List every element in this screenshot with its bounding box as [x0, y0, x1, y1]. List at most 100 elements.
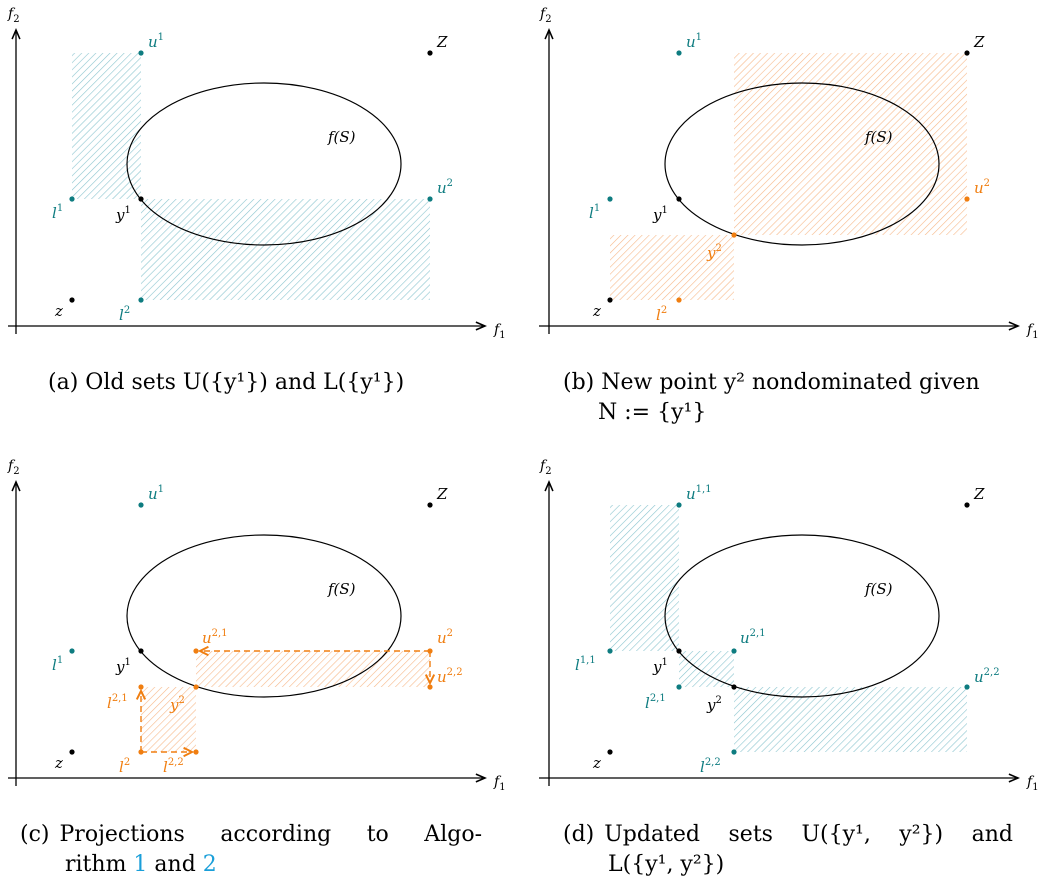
u11-label: u [686, 485, 696, 503]
u1-label: u [686, 33, 696, 51]
l22-label: l [163, 758, 168, 776]
upper-box-u11 [610, 505, 679, 651]
fs-label: f(S) [864, 128, 893, 146]
y1-label: y [652, 206, 662, 224]
point-y1 [676, 196, 682, 202]
svg-text:u1,1: u1,1 [686, 484, 712, 503]
u1-label: u [148, 33, 158, 51]
search-box-upper [734, 53, 967, 235]
y2-label: y [706, 244, 716, 262]
svg-text:l2,1: l2,1 [107, 693, 128, 712]
search-box-lower [610, 235, 734, 300]
u22-label: u [437, 668, 447, 686]
svg-text:u1: u1 [148, 484, 164, 503]
svg-text:u2,2: u2,2 [974, 667, 1000, 686]
svg-text:y2: y2 [169, 695, 185, 714]
u2-label: u [437, 179, 447, 197]
svg-text:u2: u2 [437, 178, 453, 197]
f1-label: f [493, 774, 502, 790]
point-l2 [676, 297, 682, 303]
point-l2 [138, 749, 144, 755]
svg-text:f1: f1 [1026, 774, 1039, 793]
svg-text:u2,1: u2,1 [740, 628, 766, 647]
svg-text:u2,2: u2,2 [437, 667, 463, 686]
point-l1 [69, 648, 75, 654]
y1-label: y [115, 658, 125, 676]
svg-text:l2,2: l2,2 [700, 757, 721, 776]
svg-text:y1: y1 [115, 205, 131, 224]
y1-label: y [115, 206, 125, 224]
svg-text:l1: l1 [52, 655, 63, 674]
image-set-fs [664, 82, 940, 246]
z-label: z [54, 302, 63, 320]
point-l11 [607, 648, 613, 654]
u2-label: u [437, 629, 447, 647]
Z-label: Z [436, 33, 448, 51]
point-y2 [193, 684, 199, 690]
caption-b: (b) New point y² nondominated given N :=… [563, 370, 980, 425]
point-u21 [193, 648, 199, 654]
l11-label: l [575, 656, 580, 674]
caption-c: (c) Projections according to Algo- rithm… [20, 822, 482, 877]
svg-text:l1: l1 [589, 203, 600, 222]
f2-label: f [7, 6, 16, 22]
point-u1 [138, 502, 144, 508]
f1-label: f [1026, 774, 1035, 790]
image-set-fs [664, 534, 940, 698]
svg-text:f1: f1 [1026, 322, 1039, 341]
panel-b: f1 f2 f(S) u1 Z u2 l1 y1 y2 z l2 [539, 6, 1039, 341]
f2-label: f [539, 458, 548, 474]
svg-text:l2: l2 [656, 305, 667, 324]
f1-label: f [1026, 322, 1035, 338]
l1-label: l [52, 204, 57, 222]
u1-label: u [148, 485, 158, 503]
caption-a: (a) Old sets U({y¹}) and L({y¹}) [48, 370, 405, 395]
l1-label: l [52, 656, 57, 674]
point-u22 [964, 684, 970, 690]
Z-label: Z [973, 33, 985, 51]
projection-box-lower [141, 687, 196, 752]
svg-text:y1: y1 [652, 657, 668, 676]
svg-text:f2: f2 [7, 6, 20, 25]
f2-label: f [539, 6, 548, 22]
point-u1 [676, 50, 682, 56]
l21-label: l [645, 694, 650, 712]
svg-text:u2,1: u2,1 [202, 628, 228, 647]
point-y1 [138, 648, 144, 654]
svg-text:l1: l1 [52, 203, 63, 222]
svg-text:u2: u2 [974, 178, 990, 197]
point-Z [427, 50, 433, 56]
l2-label: l [119, 758, 124, 776]
point-l21 [676, 684, 682, 690]
point-z [607, 297, 613, 303]
svg-text:f2: f2 [7, 458, 20, 477]
point-l1 [69, 196, 75, 202]
l2-label: l [119, 306, 124, 324]
point-l22 [193, 749, 199, 755]
z-label: z [592, 302, 601, 320]
svg-text:u2: u2 [437, 628, 453, 647]
z-label: z [54, 754, 63, 772]
u21-label: u [740, 629, 750, 647]
panel-d: f1 f2 f(S) u1,1 Z l1,1 y1 u2,1 l2,1 y2 u… [539, 458, 1039, 793]
point-y2 [731, 684, 737, 690]
svg-text:f2: f2 [539, 458, 552, 477]
y1-label: y [652, 658, 662, 676]
svg-text:y2: y2 [706, 243, 722, 262]
point-l22 [731, 749, 737, 755]
point-Z [427, 502, 433, 508]
svg-text:u1: u1 [148, 32, 164, 51]
svg-text:f1: f1 [493, 774, 506, 793]
point-u2 [964, 196, 970, 202]
point-u2 [427, 648, 433, 654]
image-set-fs [126, 82, 402, 246]
panel-a: f1 f2 f(S) u1 Z u2 l1 y1 z l2 [7, 6, 506, 341]
l22-label: l [700, 758, 705, 776]
point-z [69, 749, 75, 755]
algorithm-1-link[interactable]: 1 [133, 852, 148, 877]
point-y1 [676, 648, 682, 654]
upper-box-u22 [734, 687, 967, 752]
l2-label: l [656, 306, 661, 324]
panel-c: f1 f2 f(S) u1 Z l1 y1 u2,1 u2 u2,2 y2 l2… [7, 458, 506, 793]
algorithm-2-link[interactable]: 2 [202, 852, 217, 877]
